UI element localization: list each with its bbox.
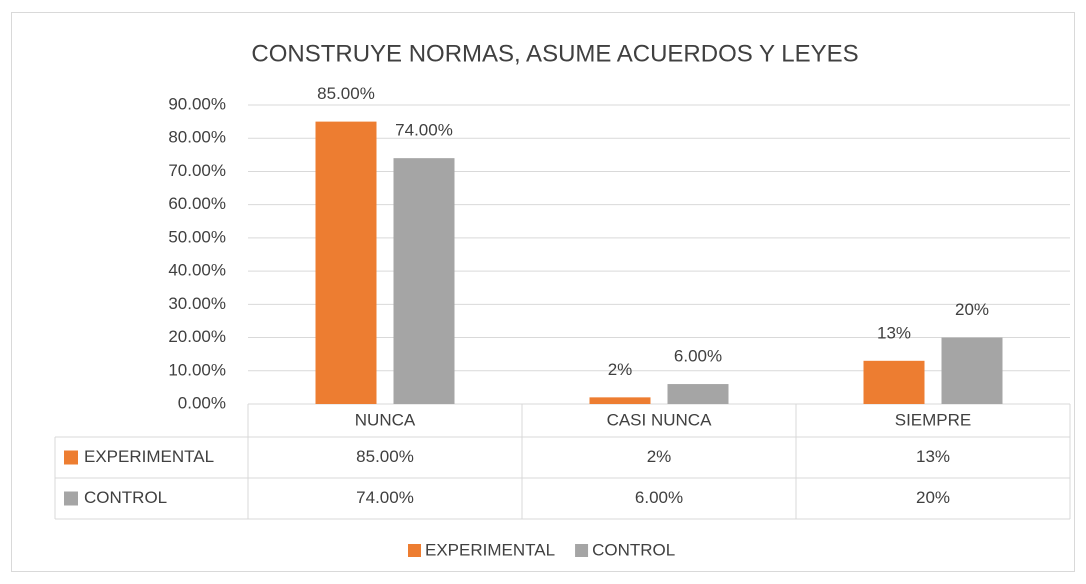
chart-title: CONSTRUYE NORMAS, ASUME ACUERDOS Y LEYES <box>251 40 858 67</box>
table-cell: 2% <box>647 447 672 466</box>
table-cell: 85.00% <box>356 447 414 466</box>
y-tick-label: 40.00% <box>168 261 226 280</box>
y-tick-label: 80.00% <box>168 128 226 147</box>
y-tick-label: 20.00% <box>168 327 226 346</box>
bar <box>667 384 729 404</box>
legend-label: CONTROL <box>592 540 675 559</box>
legend-key <box>408 544 421 557</box>
legend-key <box>575 544 589 557</box>
x-tick-label: CASI NUNCA <box>607 410 713 429</box>
bar <box>589 397 651 404</box>
y-tick-label: 10.00% <box>168 360 226 379</box>
legend-label: EXPERIMENTAL <box>425 540 555 559</box>
table-legend-key <box>64 450 78 465</box>
bar <box>941 337 1003 404</box>
bar <box>315 121 377 404</box>
data-label: 74.00% <box>395 121 453 140</box>
table-legend-key <box>64 491 78 506</box>
table-series-name: CONTROL <box>84 488 167 507</box>
bar <box>863 360 925 404</box>
y-tick-label: 90.00% <box>168 94 226 113</box>
table-cell: 20% <box>916 488 950 507</box>
x-tick-label: NUNCA <box>355 410 416 429</box>
table-cell: 6.00% <box>635 488 683 507</box>
data-label: 13% <box>877 323 911 342</box>
data-label: 2% <box>608 360 633 379</box>
table-cell: 74.00% <box>356 488 414 507</box>
bar <box>393 158 455 404</box>
data-label: 85.00% <box>317 84 375 103</box>
y-tick-label: 30.00% <box>168 294 226 313</box>
y-tick-label: 60.00% <box>168 194 226 213</box>
y-tick-label: 50.00% <box>168 227 226 246</box>
y-tick-label: 0.00% <box>178 393 226 412</box>
data-label: 6.00% <box>674 347 722 366</box>
table-cell: 13% <box>916 447 950 466</box>
table-series-name: EXPERIMENTAL <box>84 447 214 466</box>
x-tick-label: SIEMPRE <box>895 410 972 429</box>
data-label: 20% <box>955 300 989 319</box>
y-tick-label: 70.00% <box>168 161 226 180</box>
